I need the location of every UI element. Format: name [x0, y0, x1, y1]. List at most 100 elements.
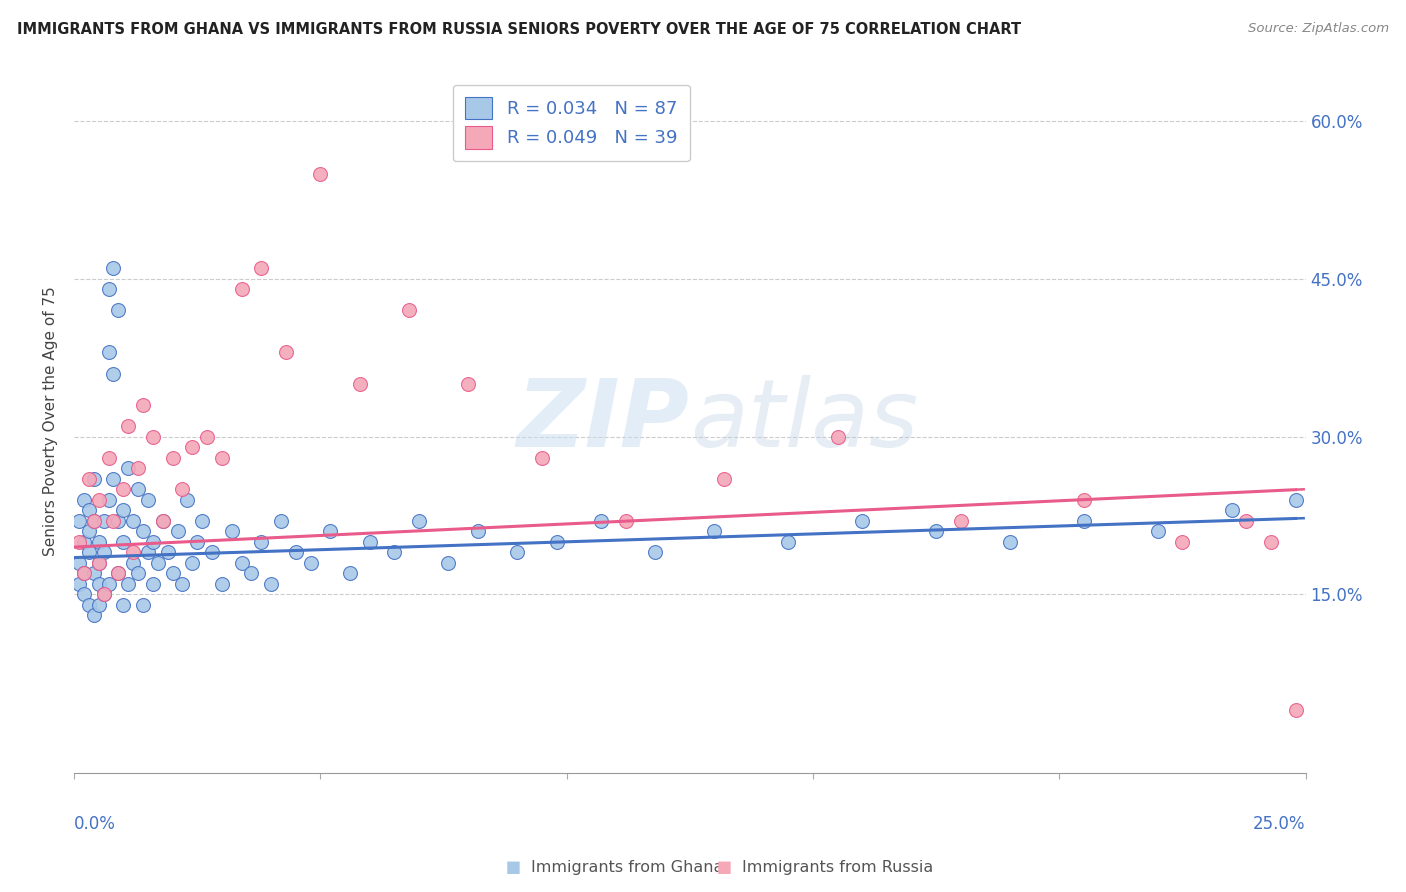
Point	[274, 345, 297, 359]
Point	[112, 503, 135, 517]
Point	[107, 514, 129, 528]
Point	[117, 461, 139, 475]
Point	[97, 577, 120, 591]
Point	[87, 534, 110, 549]
Point	[83, 566, 105, 581]
Point	[851, 514, 873, 528]
Point	[181, 556, 204, 570]
Point	[398, 303, 420, 318]
Point	[93, 587, 115, 601]
Point	[506, 545, 529, 559]
Point	[132, 524, 155, 539]
Point	[703, 524, 725, 539]
Point	[1073, 492, 1095, 507]
Point	[87, 577, 110, 591]
Point	[176, 492, 198, 507]
Point	[201, 545, 224, 559]
Point	[162, 450, 184, 465]
Point	[1234, 514, 1257, 528]
Point	[260, 577, 283, 591]
Point	[97, 450, 120, 465]
Point	[97, 282, 120, 296]
Point	[132, 598, 155, 612]
Point	[93, 587, 115, 601]
Point	[117, 577, 139, 591]
Text: atlas: atlas	[690, 376, 918, 467]
Text: 25.0%: 25.0%	[1253, 815, 1306, 833]
Point	[778, 534, 800, 549]
Point	[349, 377, 371, 392]
Point	[73, 492, 96, 507]
Point	[1285, 703, 1308, 717]
Point	[103, 472, 125, 486]
Text: ▪: ▪	[716, 855, 733, 879]
Legend: R = 0.034   N = 87, R = 0.049   N = 39: R = 0.034 N = 87, R = 0.049 N = 39	[453, 85, 690, 161]
Point	[1073, 514, 1095, 528]
Point	[93, 514, 115, 528]
Point	[67, 514, 90, 528]
Text: Source: ZipAtlas.com: Source: ZipAtlas.com	[1249, 22, 1389, 36]
Point	[83, 472, 105, 486]
Point	[77, 598, 100, 612]
Point	[142, 577, 165, 591]
Point	[1220, 503, 1243, 517]
Point	[270, 514, 292, 528]
Point	[87, 598, 110, 612]
Point	[112, 598, 135, 612]
Point	[73, 566, 96, 581]
Text: IMMIGRANTS FROM GHANA VS IMMIGRANTS FROM RUSSIA SENIORS POVERTY OVER THE AGE OF : IMMIGRANTS FROM GHANA VS IMMIGRANTS FROM…	[17, 22, 1021, 37]
Point	[309, 167, 332, 181]
Point	[117, 419, 139, 434]
Point	[467, 524, 489, 539]
Point	[250, 261, 273, 276]
Point	[73, 587, 96, 601]
Point	[152, 514, 174, 528]
Point	[591, 514, 613, 528]
Point	[107, 303, 129, 318]
Point	[77, 472, 100, 486]
Point	[77, 524, 100, 539]
Point	[107, 566, 129, 581]
Point	[97, 345, 120, 359]
Point	[103, 261, 125, 276]
Point	[191, 514, 214, 528]
Point	[73, 566, 96, 581]
Point	[142, 429, 165, 443]
Point	[112, 482, 135, 496]
Point	[152, 514, 174, 528]
Point	[103, 514, 125, 528]
Point	[359, 534, 381, 549]
Point	[172, 482, 194, 496]
Point	[112, 534, 135, 549]
Point	[211, 450, 233, 465]
Point	[181, 440, 204, 454]
Point	[172, 577, 194, 591]
Y-axis label: Seniors Poverty Over the Age of 75: Seniors Poverty Over the Age of 75	[44, 286, 58, 556]
Point	[107, 566, 129, 581]
Point	[531, 450, 554, 465]
Point	[127, 566, 149, 581]
Point	[87, 556, 110, 570]
Point	[250, 534, 273, 549]
Point	[146, 556, 169, 570]
Point	[1260, 534, 1282, 549]
Point	[122, 556, 145, 570]
Point	[382, 545, 405, 559]
Point	[339, 566, 361, 581]
Point	[136, 492, 159, 507]
Point	[83, 514, 105, 528]
Point	[122, 545, 145, 559]
Text: ▪: ▪	[505, 855, 522, 879]
Point	[136, 545, 159, 559]
Point	[166, 524, 188, 539]
Point	[87, 492, 110, 507]
Point	[67, 556, 90, 570]
Point	[97, 492, 120, 507]
Point	[231, 556, 253, 570]
Point	[949, 514, 972, 528]
Point	[437, 556, 460, 570]
Point	[925, 524, 948, 539]
Point	[1285, 492, 1308, 507]
Point	[122, 514, 145, 528]
Point	[93, 545, 115, 559]
